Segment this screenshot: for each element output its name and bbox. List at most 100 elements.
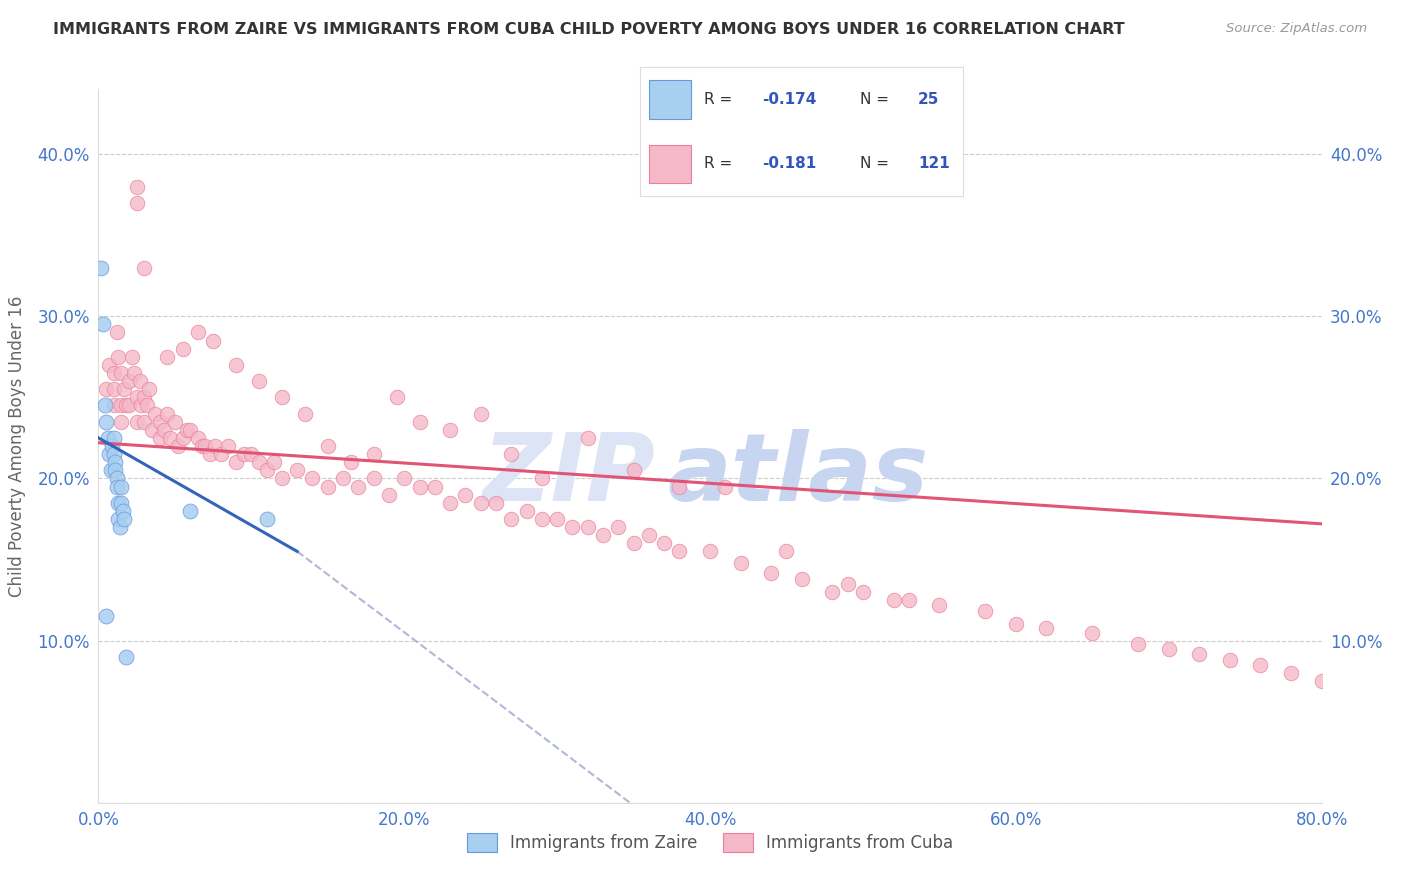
- Point: [112, 382, 135, 396]
- Point: [423, 479, 446, 493]
- Point: [623, 463, 645, 477]
- Point: [156, 407, 179, 421]
- Point: [118, 399, 141, 413]
- Point: [247, 374, 270, 388]
- Point: [485, 496, 508, 510]
- Point: [347, 479, 370, 493]
- Point: [172, 342, 194, 356]
- Point: [125, 179, 148, 194]
- Point: [105, 479, 128, 493]
- Point: [105, 326, 128, 340]
- Point: [256, 512, 278, 526]
- Point: [107, 512, 129, 526]
- Y-axis label: Child Poverty Among Boys Under 16: Child Poverty Among Boys Under 16: [8, 295, 27, 597]
- Point: [1219, 653, 1241, 667]
- Point: [122, 366, 145, 380]
- Point: [110, 366, 132, 380]
- Point: [141, 423, 163, 437]
- Point: [97, 431, 120, 445]
- Point: [149, 431, 172, 445]
- Point: [121, 350, 143, 364]
- Point: [1188, 647, 1211, 661]
- Point: [129, 399, 152, 413]
- Point: [623, 536, 645, 550]
- Point: [1279, 666, 1302, 681]
- Point: [104, 455, 127, 469]
- Point: [263, 455, 285, 469]
- Point: [115, 649, 138, 664]
- Text: R =: R =: [704, 92, 738, 107]
- Point: [607, 520, 630, 534]
- Bar: [650, 145, 692, 184]
- Point: [198, 447, 221, 461]
- Point: [107, 496, 129, 510]
- Point: [530, 471, 553, 485]
- Point: [149, 415, 172, 429]
- Point: [93, 399, 115, 413]
- Point: [217, 439, 239, 453]
- Point: [108, 520, 131, 534]
- Point: [270, 390, 292, 404]
- Point: [101, 439, 124, 453]
- Point: [163, 415, 186, 429]
- Point: [125, 415, 148, 429]
- Point: [852, 585, 875, 599]
- Bar: [650, 79, 692, 119]
- Point: [134, 390, 156, 404]
- Point: [110, 415, 132, 429]
- Point: [167, 439, 190, 453]
- Point: [1157, 641, 1180, 656]
- Point: [118, 374, 141, 388]
- Point: [156, 350, 179, 364]
- Point: [561, 520, 583, 534]
- Point: [134, 415, 156, 429]
- Point: [530, 512, 553, 526]
- Point: [115, 399, 138, 413]
- Point: [247, 455, 270, 469]
- Point: [172, 431, 194, 445]
- Point: [1249, 657, 1271, 672]
- Point: [652, 536, 675, 550]
- Point: [103, 399, 125, 413]
- Point: [775, 544, 797, 558]
- Point: [136, 399, 159, 413]
- Point: [454, 488, 477, 502]
- Point: [501, 512, 523, 526]
- Point: [1081, 625, 1104, 640]
- Text: ZIP: ZIP: [482, 428, 655, 521]
- Point: [1128, 637, 1150, 651]
- Point: [111, 504, 134, 518]
- Point: [408, 479, 430, 493]
- Text: 25: 25: [918, 92, 939, 107]
- Point: [470, 407, 492, 421]
- Text: 121: 121: [918, 156, 949, 171]
- Point: [179, 423, 201, 437]
- Text: N =: N =: [859, 92, 893, 107]
- Point: [105, 471, 128, 485]
- Point: [385, 390, 408, 404]
- Point: [270, 471, 292, 485]
- Point: [90, 260, 112, 275]
- Point: [191, 439, 214, 453]
- Point: [225, 455, 247, 469]
- Text: Source: ZipAtlas.com: Source: ZipAtlas.com: [1226, 22, 1367, 36]
- Point: [94, 609, 117, 624]
- Text: IMMIGRANTS FROM ZAIRE VS IMMIGRANTS FROM CUBA CHILD POVERTY AMONG BOYS UNDER 16 : IMMIGRANTS FROM ZAIRE VS IMMIGRANTS FROM…: [53, 22, 1125, 37]
- Point: [1310, 674, 1333, 689]
- Point: [204, 439, 226, 453]
- Point: [125, 195, 148, 210]
- Point: [176, 423, 198, 437]
- Point: [202, 334, 225, 348]
- Point: [883, 593, 905, 607]
- Point: [134, 260, 156, 275]
- Point: [294, 407, 316, 421]
- Point: [103, 431, 125, 445]
- Point: [339, 455, 361, 469]
- Point: [516, 504, 538, 518]
- Point: [668, 544, 690, 558]
- Point: [107, 350, 129, 364]
- Point: [790, 572, 813, 586]
- Text: -0.181: -0.181: [762, 156, 817, 171]
- Point: [104, 463, 127, 477]
- Point: [285, 463, 308, 477]
